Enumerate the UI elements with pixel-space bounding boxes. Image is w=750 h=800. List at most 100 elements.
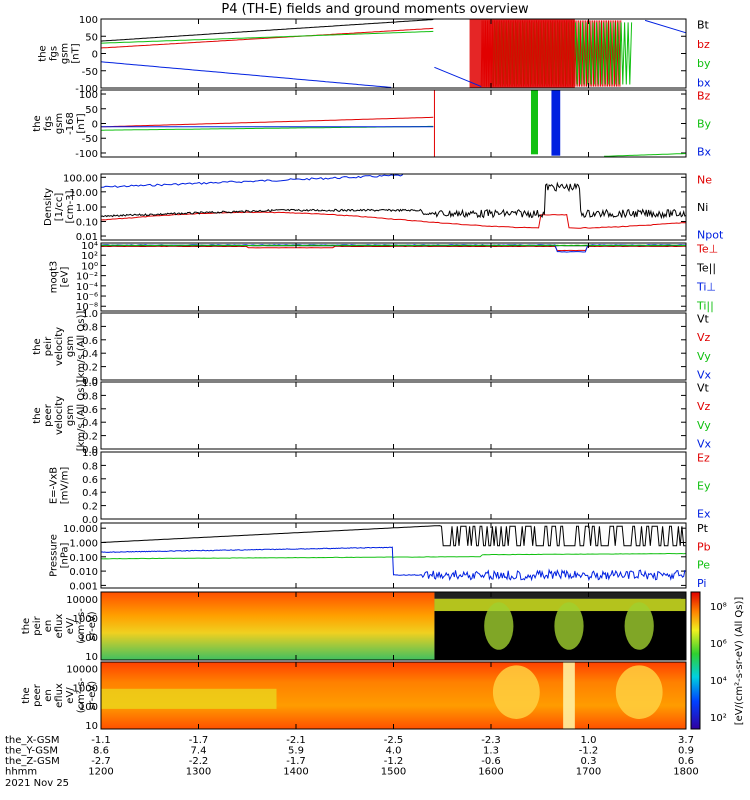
legend-bz: bz (697, 38, 710, 51)
ytick-label: 1.00 (76, 203, 98, 214)
ytick-label: 0.8 (82, 322, 98, 333)
legend-vy: Vy (697, 350, 711, 363)
ytick-label: 0.010 (69, 567, 98, 578)
ylabel-line: [nT] (71, 43, 82, 63)
ytick-label: 0.2 (82, 432, 98, 443)
ytick-label: 0.4 (82, 349, 98, 360)
ytick-label: 0.6 (82, 336, 98, 347)
bz-dense-block (469, 19, 575, 88)
xaxis-value: 8.6 (93, 746, 109, 757)
ytick-label: 0.0 (82, 445, 98, 456)
ylabel-line: [eV] (60, 267, 71, 288)
ytick-label: 0.8 (82, 391, 98, 402)
legend-ne: Ne (697, 173, 712, 186)
ytick-label: 100 (79, 702, 98, 713)
ytick-label: 0.2 (82, 363, 98, 374)
panel-pressure-plot (100, 525, 687, 582)
ytick-label: 1.0 (82, 309, 98, 320)
ion-spectrogram-top (434, 592, 686, 599)
legend-vx: Vx (697, 438, 712, 451)
legend-bx: Bx (697, 146, 712, 159)
ylabel-line: the (32, 115, 43, 131)
legend-pb: Pb (697, 540, 711, 553)
ion-burst (624, 602, 654, 650)
ylabel-line: fgs (43, 116, 54, 131)
panel-peer_eflux-plot (101, 662, 686, 729)
colorbar-tick: 10² (710, 713, 727, 724)
line-bx-seg (644, 19, 687, 34)
line-npot (101, 174, 404, 188)
ylabel-line: [cm-3] (65, 190, 76, 223)
ytick-label: 1.0 (82, 448, 98, 459)
ion-burst (554, 602, 584, 650)
panel-frame (100, 451, 687, 520)
line-by (101, 30, 434, 44)
electron-spike (563, 662, 575, 729)
panel-peer_velocity-ylabel: the peer velocity gsm [km/s (All Qs)] (32, 380, 87, 452)
xaxis-value: 1.3 (483, 746, 499, 757)
ylabel-line: peir (43, 336, 54, 356)
panel-peer_velocity: the peer velocity gsm [km/s (All Qs)]1.0 0.8 0… (32, 378, 712, 456)
xaxis-value: -2.2 (189, 756, 209, 767)
ylabel-line: Density (43, 188, 54, 226)
ytick-label: -50 (82, 67, 98, 78)
panel-density-plot (100, 174, 687, 229)
ytick-label: 0.10 (76, 218, 98, 229)
ylabel-line: [km/s (All Qs)] (76, 311, 87, 383)
legend-pt: Pt (697, 522, 709, 535)
ylabel-line: en (43, 620, 54, 633)
ylabel-line: -168 (65, 112, 76, 135)
ylabel-line: the (32, 338, 43, 354)
ylabel-line: velocity (54, 327, 65, 366)
legend-ez: Ez (697, 451, 710, 464)
ytick-label: 1.000 (69, 539, 98, 550)
xaxis-value: -0.6 (481, 756, 501, 767)
ytick-label: 0.6 (82, 475, 98, 486)
line-pe (100, 552, 687, 560)
ylabel-line: peer (32, 683, 43, 707)
xaxis-value: -2.1 (286, 735, 306, 746)
ytick-label: 100.00 (63, 173, 98, 184)
xaxis-value: -2.3 (481, 735, 501, 746)
ylabel-line: [mV/m] (60, 467, 71, 505)
panel-fgs_gsm_dc: the fgs gsm -168 [nT] 100 50 0 -50 -100 Bz By Bx (32, 89, 712, 160)
xaxis-value: -2.7 (91, 756, 111, 767)
xaxis-value: 1600 (478, 767, 503, 778)
ylabel-line: E=-VxB (49, 467, 60, 504)
ylabel-line: Pressure (49, 534, 60, 577)
ylabel-line: the (32, 407, 43, 423)
xaxis-row-label: the_Z-GSM (5, 756, 60, 767)
ytick-label: 100 (79, 15, 98, 26)
panel-frame (100, 381, 687, 450)
ion-burst (484, 602, 514, 650)
ytick-label: 10000 (66, 665, 98, 676)
line-by-tail (604, 153, 687, 157)
legend-te⊥: Te⊥ (696, 242, 718, 255)
ytick-label: 10⁻² (76, 272, 98, 283)
legend-npot: Npot (697, 229, 724, 242)
ytick-label: -50 (82, 134, 98, 145)
ytick-label: 0 (92, 120, 98, 131)
legend-vx: Vx (697, 369, 712, 382)
panel-pressure: Pressure [nPa]10.0001.0000.1000.0100.001P… (49, 522, 711, 592)
ytick-label: 0.2 (82, 502, 98, 513)
ylabel-line: fgs (49, 46, 60, 61)
panel-frame (100, 242, 687, 312)
colorbar-tick: 10⁸ (710, 602, 727, 613)
ytick-label: 50 (85, 105, 98, 116)
xaxis-value: 1.0 (581, 735, 597, 746)
line-pi (100, 546, 687, 582)
ylabel-line: the (21, 687, 32, 703)
xaxis-date: 2021 Nov 25 (5, 778, 69, 789)
panel-fgs_gsm_dc-plot (101, 90, 687, 157)
panel-e_vxb: E=-VxB [mV/m] 1.0 0.8 0.6 0.4 0.2 0.0 Ez Ey Ex (49, 448, 711, 526)
legend-pe: Pe (697, 559, 710, 572)
ylabel-line: eV/ (65, 617, 76, 634)
xaxis-value: 5.9 (288, 746, 304, 757)
panel-frame (100, 173, 687, 241)
ytick-label: 0.4 (82, 488, 98, 499)
ylabel-line: [1/cc] (54, 193, 65, 222)
electron-burst (615, 665, 663, 719)
line-pt (100, 525, 686, 547)
